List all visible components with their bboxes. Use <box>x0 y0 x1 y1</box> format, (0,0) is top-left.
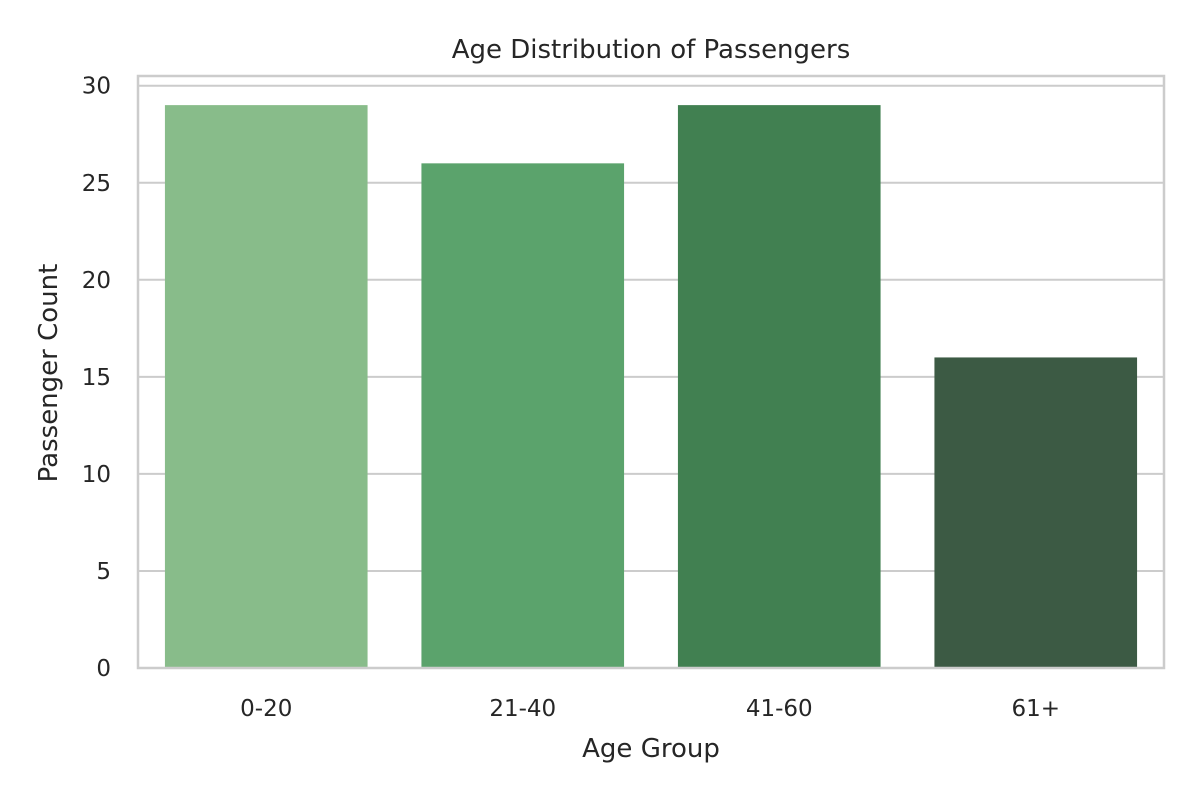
x-tick-label: 41-60 <box>746 696 813 722</box>
y-axis-title: Passenger Count <box>34 264 64 483</box>
x-axis-title: Age Group <box>582 734 720 764</box>
y-tick-label: 25 <box>82 171 111 197</box>
x-tick-label: 61+ <box>1011 696 1060 722</box>
x-tick-label: 0-20 <box>240 696 292 722</box>
plot-frame <box>136 74 1166 670</box>
y-tick-label: 15 <box>82 365 111 391</box>
x-tick-label: 21-40 <box>489 696 556 722</box>
y-tick-label: 10 <box>82 462 111 488</box>
y-tick-label: 0 <box>96 656 111 682</box>
y-tick-label: 30 <box>82 74 111 100</box>
y-tick-label: 5 <box>96 559 111 585</box>
x-tick-labels: 0-20 21-40 41-60 61+ <box>240 696 1060 722</box>
bar-21-40 <box>421 163 625 668</box>
bar-41-60 <box>677 105 881 669</box>
bar-61+ <box>934 357 1138 668</box>
chart-title: Age Distribution of Passengers <box>452 35 851 65</box>
bar-0-20 <box>164 105 368 669</box>
y-tick-label: 20 <box>82 268 111 294</box>
y-tick-labels: 0 5 10 15 20 25 30 <box>82 74 111 682</box>
bars <box>164 105 1138 669</box>
